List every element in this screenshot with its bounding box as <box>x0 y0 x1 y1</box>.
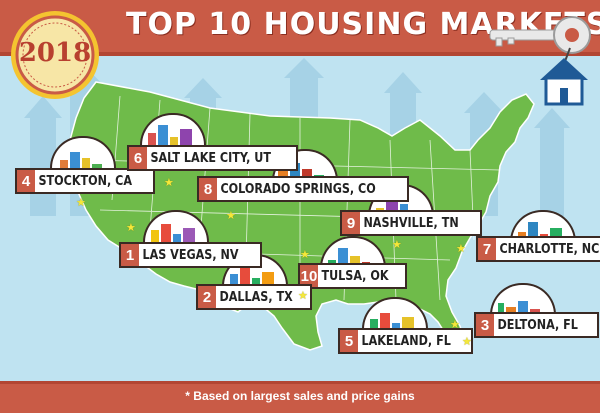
star-icon: ★ <box>298 290 308 302</box>
footer-stripe <box>0 381 600 384</box>
city-name: SALT LAKE CITY, UT <box>150 150 271 166</box>
market-label-stockton: 4 STOCKTON, CA <box>15 168 155 194</box>
city-name: DALLAS, TX <box>219 289 293 305</box>
star-icon: ★ <box>392 239 402 251</box>
rank-badge: 8 <box>199 178 217 200</box>
rank-badge: 2 <box>198 286 216 308</box>
city-name: STOCKTON, CA <box>38 173 132 189</box>
city-name: COLORADO SPRINGS, CO <box>220 181 376 197</box>
star-icon: ★ <box>456 243 466 255</box>
market-label-tulsa: 10 TULSA, OK <box>298 263 407 289</box>
star-icon: ★ <box>126 222 136 234</box>
market-label-deltona: 3 DELTONA, FL <box>474 312 599 338</box>
market-label-salt-lake-city: 6 SALT LAKE CITY, UT <box>127 145 299 171</box>
rank-badge: 1 <box>121 244 139 266</box>
star-icon: ★ <box>76 197 86 209</box>
market-label-lakeland: 5 LAKELAND, FL <box>338 328 473 354</box>
star-icon: ★ <box>462 336 472 348</box>
rank-badge: 10 <box>300 265 318 287</box>
year-seal-icon <box>11 11 99 99</box>
star-icon: ★ <box>450 319 460 331</box>
city-name: TULSA, OK <box>321 268 389 284</box>
market-label-charlotte: 7 CHARLOTTE, NC <box>476 236 600 262</box>
rank-badge: 9 <box>342 212 360 234</box>
rank-badge: 3 <box>476 314 494 336</box>
rank-badge: 7 <box>478 238 496 260</box>
house-key-icon <box>489 16 591 106</box>
market-label-nashville: 9 NASHVILLE, TN <box>340 210 482 236</box>
city-name: LAKELAND, FL <box>361 333 451 349</box>
star-icon: ★ <box>226 210 236 222</box>
header-banner <box>0 0 600 56</box>
star-icon: ★ <box>300 249 310 261</box>
rank-badge: 6 <box>129 147 147 169</box>
city-name: NASHVILLE, TN <box>363 215 459 231</box>
star-icon: ★ <box>164 177 174 189</box>
footnote: * Based on largest sales and price gains <box>185 389 415 403</box>
rank-badge: 4 <box>17 170 35 192</box>
year-label: 2018 <box>18 38 92 68</box>
footer-banner <box>0 381 600 413</box>
market-label-colorado-springs: 8 COLORADO SPRINGS, CO <box>197 176 409 202</box>
header-stripe <box>0 52 600 56</box>
city-name: CHARLOTTE, NC <box>499 241 600 257</box>
rank-badge: 5 <box>340 330 358 352</box>
market-label-las-vegas: 1 LAS VEGAS, NV <box>119 242 262 268</box>
city-name: LAS VEGAS, NV <box>142 247 239 263</box>
city-name: DELTONA, FL <box>497 317 578 333</box>
market-label-dallas: 2 DALLAS, TX <box>196 284 313 310</box>
